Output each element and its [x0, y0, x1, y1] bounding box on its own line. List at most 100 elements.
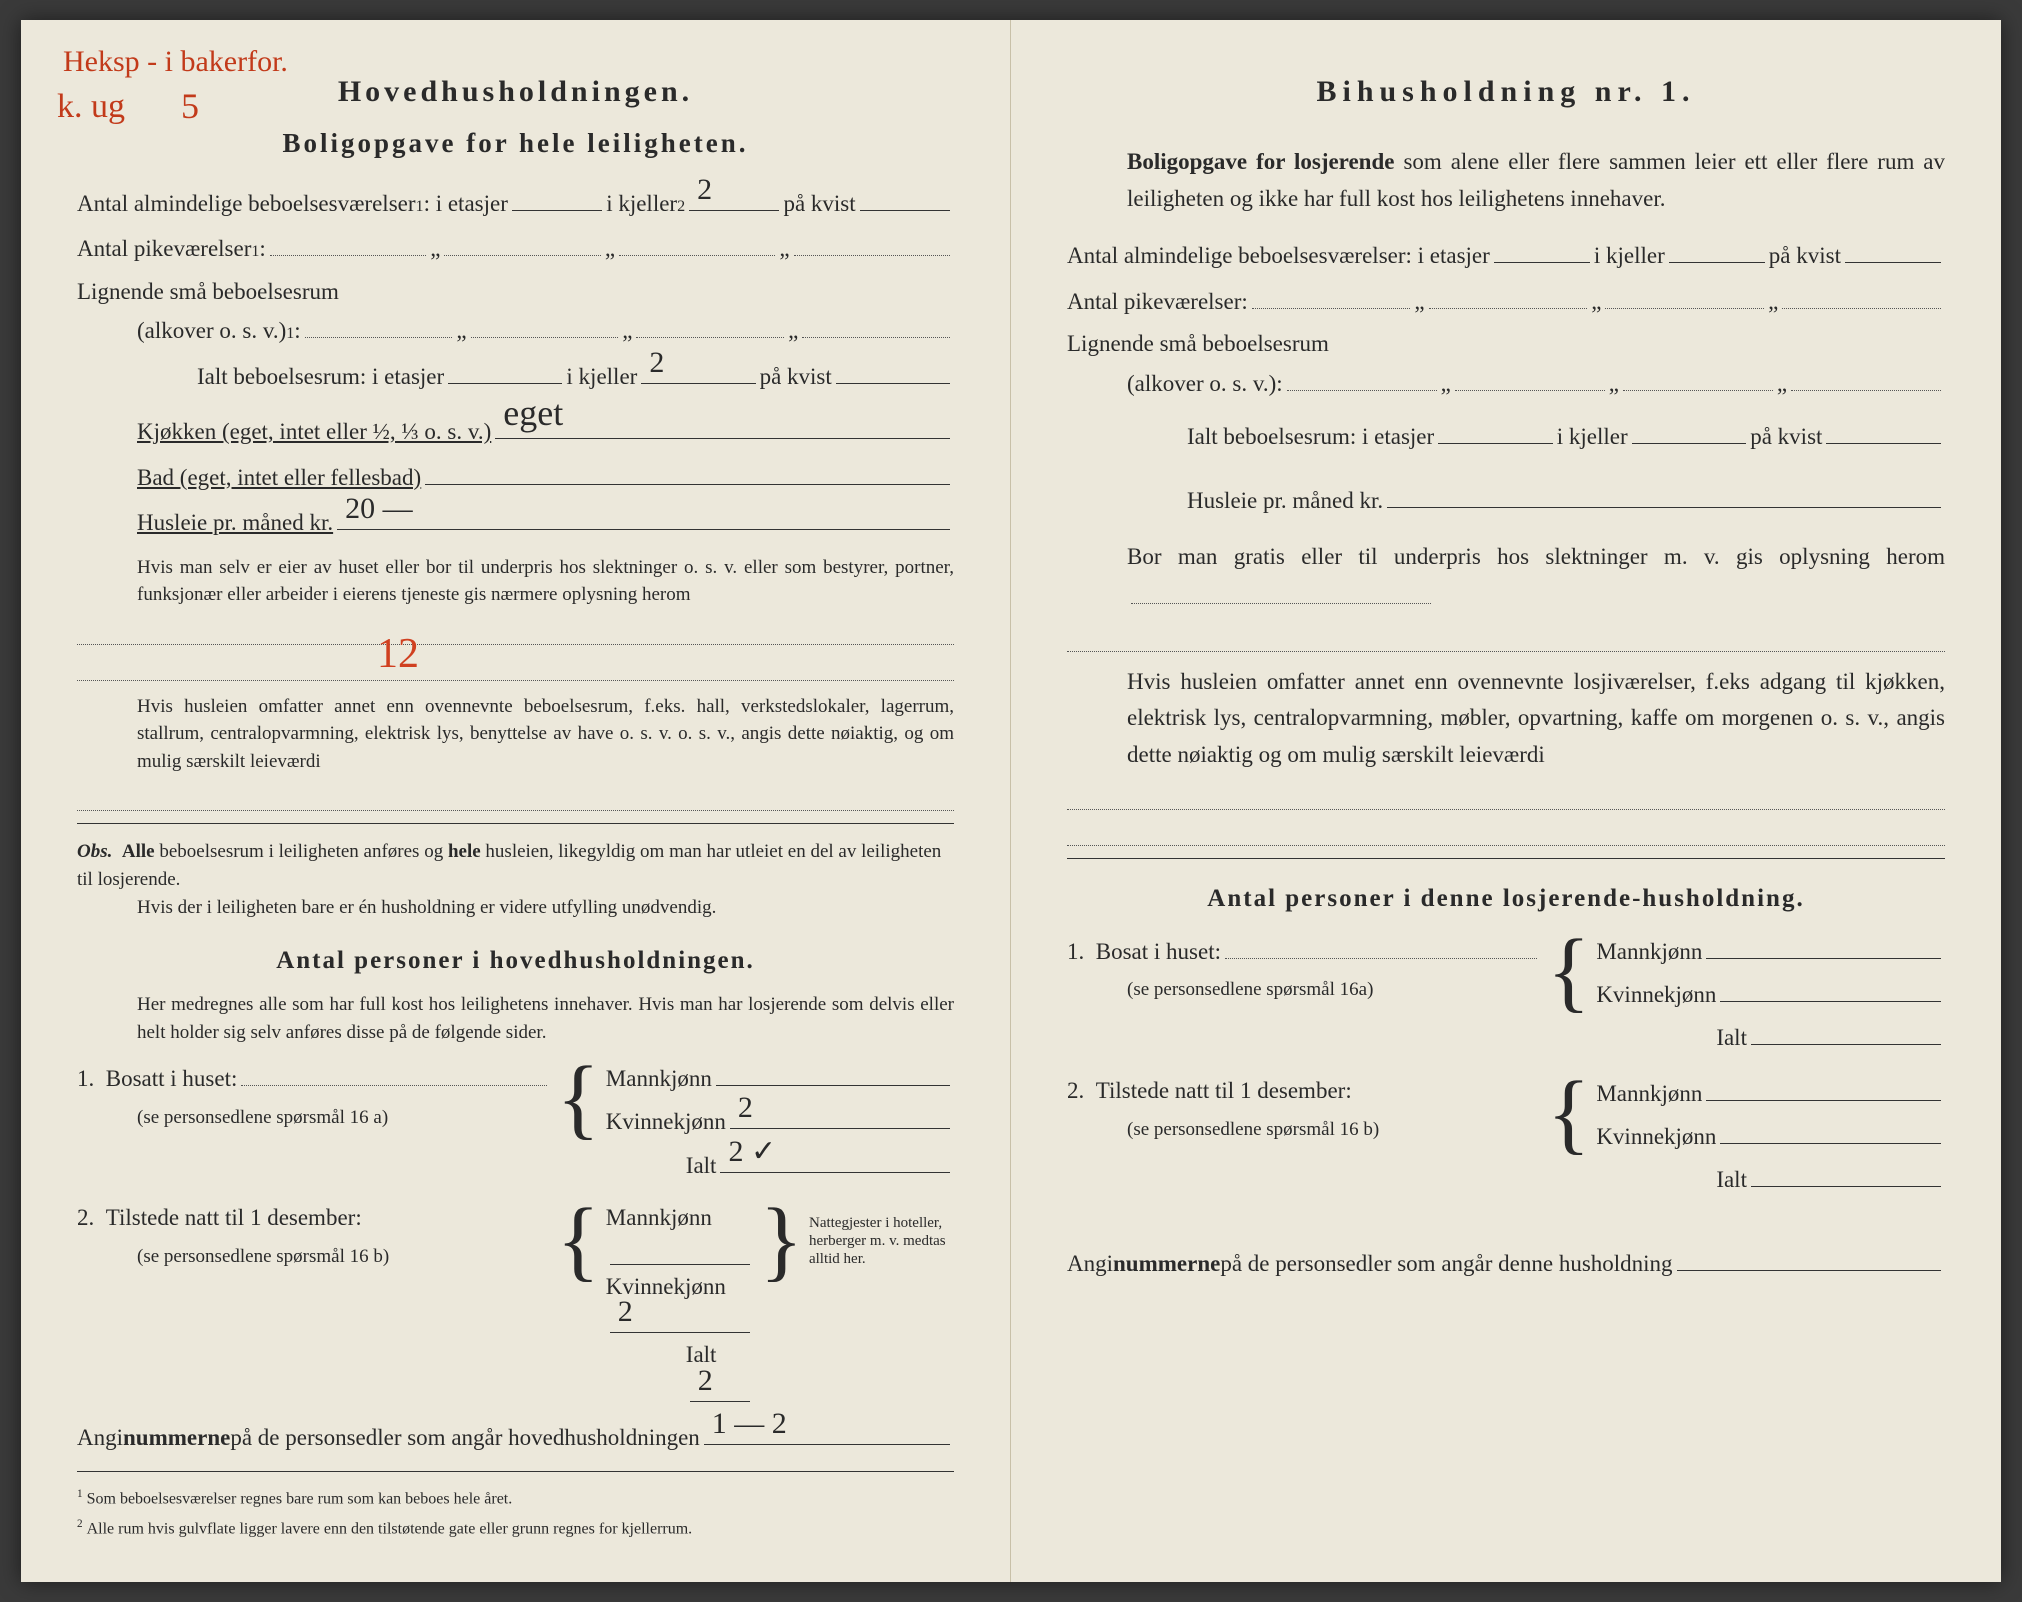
- label: på de personsedler som angår hovedhushol…: [230, 1420, 699, 1457]
- bracket-icon: {: [557, 1058, 600, 1139]
- label: Husleie pr. måned kr.: [1187, 483, 1383, 520]
- ditto: „: [1768, 284, 1778, 321]
- label: : i etasjer: [424, 186, 508, 223]
- right-title: Bihusholdning nr. 1.: [1067, 68, 1945, 116]
- total-cellar-value: 2: [649, 339, 664, 387]
- label: i kjeller: [566, 359, 637, 396]
- label: Husleie pr. måned kr.: [137, 505, 333, 542]
- ditto: „: [605, 231, 615, 268]
- obs-text2: Hvis der i leiligheten bare er én hushol…: [77, 894, 954, 922]
- numbers-value: 1 — 2: [712, 1400, 787, 1448]
- ditto: „: [456, 313, 466, 350]
- blank-line: [77, 787, 954, 811]
- text: Bor man gratis eller til underpris hos s…: [1127, 544, 1945, 569]
- male-label: Mannkjønn: [1596, 1076, 1702, 1113]
- blank-line: [1067, 786, 1945, 810]
- female-label: Kvinnekjønn: [606, 1104, 726, 1141]
- ditto: „: [1441, 366, 1451, 403]
- intro-para: Boligopgave for losjerende som alene ell…: [1067, 144, 1945, 218]
- ditto: „: [1609, 366, 1619, 403]
- obs-bold: Alle: [122, 841, 155, 862]
- maid-rooms-line: Antal pikeværelser1: „ „ „: [77, 229, 954, 268]
- female-count: 2: [618, 1288, 633, 1336]
- annotation-num: 5: [181, 78, 199, 136]
- total-label: Ialt: [1716, 1162, 1747, 1199]
- female-label: Kvinnekjønn: [1596, 1119, 1716, 1156]
- r-para2: Hvis husleien omfatter annet enn ovennev…: [1067, 664, 1945, 774]
- bracket-icon: {: [557, 1200, 600, 1281]
- obs-bold: hele: [448, 841, 481, 862]
- label: Lignende små beboelsesrum: [77, 279, 339, 304]
- note: (se personsedlene spørsmål 16 b): [1067, 1116, 1541, 1144]
- num: 2.: [1067, 1073, 1084, 1110]
- label: i kjeller: [606, 186, 677, 223]
- ditto: „: [1777, 366, 1787, 403]
- persons-sub: Her medregnes alle som har full kost hos…: [77, 991, 954, 1046]
- note: (se personsedlene spørsmål 16 a): [77, 1104, 551, 1132]
- r-similar-line: Lignende små beboelsesrum: [1067, 326, 1945, 363]
- para-extras: Hvis husleien omfatter annet enn ovennev…: [77, 693, 954, 776]
- obs-block: Obs. Alle beboelsesrum i leiligheten anf…: [77, 838, 954, 921]
- num: 2.: [77, 1200, 94, 1237]
- bath-line: Bad (eget, intet eller fellesbad): [77, 457, 954, 496]
- left-page: Heksp - i bakerfor. k. ug 5 Hovedhushold…: [21, 20, 1011, 1582]
- r-rooms-line: Antal almindelige beboelsesværelser: i e…: [1067, 236, 1945, 275]
- bracket-icon: {: [1547, 931, 1590, 1012]
- total-label: Ialt: [1716, 1020, 1747, 1057]
- label: Antal pikeværelser: [77, 231, 251, 268]
- fn-text: Som beboelsesværelser regnes bare rum so…: [87, 1490, 513, 1507]
- fn-text: Alle rum hvis gulvflate ligger lavere en…: [87, 1520, 693, 1537]
- person-row-2: 2. Tilstede natt til 1 desember: (se per…: [77, 1200, 954, 1405]
- footnote-1: 1 Som beboelsesværelser regnes bare rum …: [77, 1486, 954, 1512]
- r-alcove-line: (alkover o. s. v.): „ „ „: [1067, 363, 1945, 402]
- label: på kvist: [783, 186, 855, 223]
- para-owner: Hvis man selv er eier av huset eller bor…: [77, 554, 954, 609]
- obs-label: Obs.: [77, 841, 112, 862]
- annotation-top: Heksp - i bakerfor.: [63, 38, 288, 86]
- label: Angi: [1067, 1246, 1113, 1283]
- num: 1.: [77, 1061, 94, 1098]
- rent-value: 20 —: [345, 485, 413, 533]
- blank-line: [77, 657, 954, 681]
- r-rent-line: Husleie pr. måned kr.: [1067, 480, 1945, 519]
- bold: nummerne: [1113, 1246, 1220, 1283]
- label: (alkover o. s. v.):: [1127, 366, 1283, 403]
- document-spread: Heksp - i bakerfor. k. ug 5 Hovedhushold…: [21, 20, 2001, 1582]
- similar-rooms-line: Lignende små beboelsesrum: [77, 274, 954, 311]
- label: på kvist: [760, 359, 832, 396]
- num: 1.: [1067, 934, 1084, 971]
- right-page: Bihusholdning nr. 1. Boligopgave for los…: [1011, 20, 2001, 1582]
- rent-line: Husleie pr. måned kr. 20 —: [77, 502, 954, 541]
- fn-num: 1: [77, 1488, 83, 1500]
- bracket-icon: }: [760, 1200, 803, 1405]
- annotation-side: k. ug: [57, 80, 125, 134]
- bold: nummerne: [123, 1420, 230, 1457]
- r-numbers-line: Angi nummerne på de personsedler som ang…: [1067, 1243, 1945, 1282]
- ditto: „: [788, 313, 798, 350]
- label: Tilstede natt til 1 desember:: [106, 1200, 362, 1237]
- label: Ialt beboelsesrum: i etasjer: [197, 359, 444, 396]
- r-total-line: Ialt beboelsesrum: i etasjer i kjeller p…: [1067, 417, 1945, 456]
- fn-num: 2: [77, 1518, 83, 1530]
- label: i kjeller: [1594, 238, 1665, 275]
- kitchen-line: Kjøkken (eget, intet eller ½, ⅓ o. s. v.…: [77, 412, 954, 451]
- bold: Boligopgave for losjerende: [1127, 149, 1394, 174]
- note: (se personsedlene spørsmål 16 b): [77, 1243, 551, 1271]
- obs-text: beboelsesrum i leiligheten anføres og: [159, 841, 448, 862]
- label: Antal almindelige beboelsesværelser: [77, 186, 416, 223]
- ditto: „: [1414, 284, 1424, 321]
- ditto: „: [779, 231, 789, 268]
- r-para1: Bor man gratis eller til underpris hos s…: [1067, 539, 1945, 615]
- note: (se personsedlene spørsmål 16a): [1067, 976, 1541, 1004]
- female-label: Kvinnekjønn: [1596, 977, 1716, 1014]
- r-persons-heading: Antal personer i denne losjerende-hushol…: [1067, 879, 1945, 919]
- red-12: 12: [377, 631, 419, 677]
- subtitle: Boligopgave for hele leiligheten.: [77, 122, 954, 165]
- r-person-row-2: 2. Tilstede natt til 1 desember: (se per…: [1067, 1073, 1945, 1203]
- footnote-2: 2 Alle rum hvis gulvflate ligger lavere …: [77, 1516, 954, 1542]
- label: Ialt beboelsesrum: i etasjer: [1187, 419, 1434, 456]
- label: Antal pikeværelser:: [1067, 284, 1248, 321]
- kitchen-value: eget: [503, 385, 563, 443]
- label: på de personsedler som angår denne husho…: [1220, 1246, 1672, 1283]
- blank-line: 12: [77, 621, 954, 645]
